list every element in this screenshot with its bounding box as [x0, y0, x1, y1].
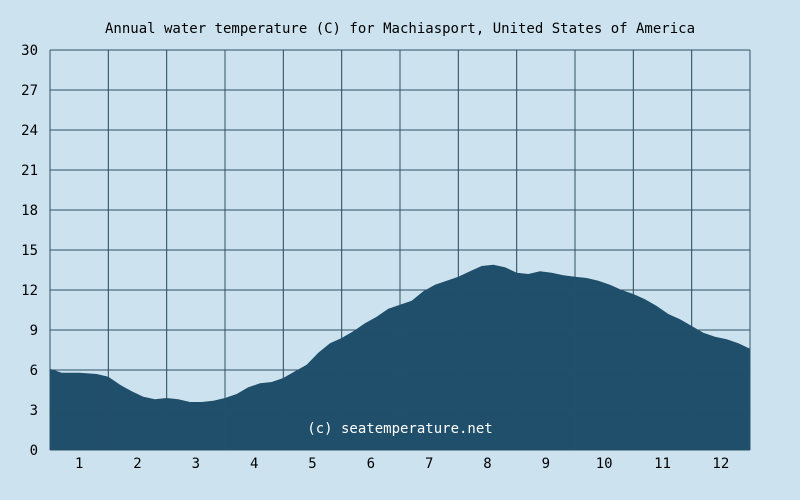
y-tick-label-4: 12: [21, 283, 38, 299]
y-tick-label-9: 27: [21, 83, 38, 99]
grid-overlay: [49, 49, 751, 451]
x-tick-label-5: 5: [308, 456, 316, 472]
x-tick-label-9: 9: [542, 456, 550, 472]
x-tick-label-1: 1: [75, 456, 83, 472]
watermark: (c) seatemperature.net: [307, 421, 492, 437]
x-tick-label-4: 4: [250, 456, 258, 472]
y-axis-ticks: 0 3 6 9 12 15 18 21 24 27 30: [21, 43, 38, 459]
x-tick-label-2: 2: [133, 456, 141, 472]
x-tick-label-6: 6: [367, 456, 375, 472]
y-tick-label-3: 9: [30, 323, 38, 339]
y-tick-label-10: 30: [21, 43, 38, 59]
y-tick-label-8: 24: [21, 123, 38, 139]
y-tick-label-2: 6: [30, 363, 38, 379]
y-tick-label-6: 18: [21, 203, 38, 219]
y-tick-label-5: 15: [21, 243, 38, 259]
y-tick-label-1: 3: [30, 403, 38, 419]
y-tick-label-7: 21: [21, 163, 38, 179]
y-tick-label-0: 0: [30, 443, 38, 459]
temperature-area: [50, 264, 750, 450]
x-tick-label-12: 12: [712, 456, 729, 472]
x-tick-label-7: 7: [425, 456, 433, 472]
x-tick-label-11: 11: [654, 456, 671, 472]
x-axis-ticks: 1 2 3 4 5 6 7 8 9 10 11 12: [75, 456, 729, 472]
x-tick-label-3: 3: [192, 456, 200, 472]
x-tick-label-8: 8: [483, 456, 491, 472]
x-tick-label-10: 10: [596, 456, 613, 472]
chart-title: Annual water temperature (C) for Machias…: [105, 21, 695, 37]
